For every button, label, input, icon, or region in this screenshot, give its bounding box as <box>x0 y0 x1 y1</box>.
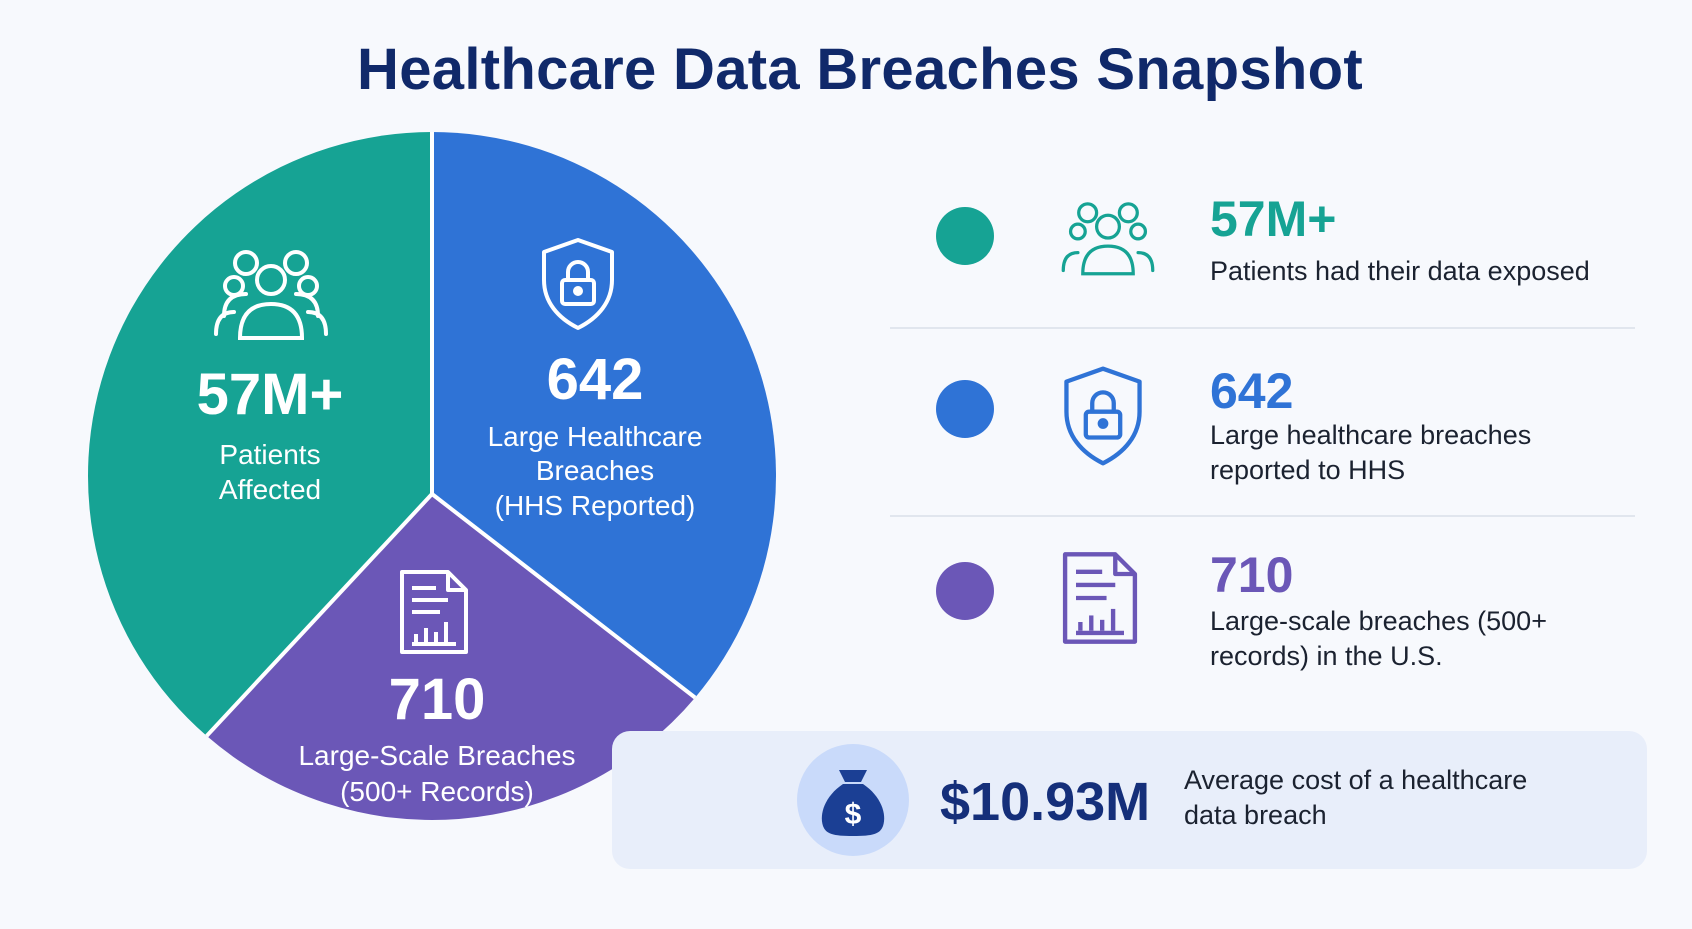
money-bag-icon: $ <box>797 744 909 856</box>
document-chart-icon <box>1060 550 1140 651</box>
divider <box>890 515 1635 517</box>
pie-caption: Large-Scale Breaches (500+ Records) <box>298 739 576 808</box>
pie-caption: Large Healthcare Breaches (HHS Reported) <box>487 420 703 521</box>
pie-label-hhs: 642 Large Healthcare Breaches (HHS Repor… <box>445 348 745 523</box>
stat-value: 710 <box>1210 547 1294 603</box>
stat-description: Patients had their data exposed <box>1210 256 1590 286</box>
stat-row-patients: 57M+ Patients had their data exposed <box>890 190 1635 340</box>
pie-separator <box>205 492 434 738</box>
document-chart-icon <box>398 568 470 661</box>
svg-text:$: $ <box>845 798 862 831</box>
cost-description: Average cost of a healthcare data breach <box>1184 765 1528 831</box>
people-icon <box>1060 198 1156 283</box>
pie-chart <box>88 131 777 820</box>
cost-value: $10.93M <box>940 772 1151 832</box>
people-icon <box>212 246 330 347</box>
pie-value: 710 <box>388 667 486 732</box>
pie-caption: Patients Affected <box>218 438 322 505</box>
stat-value: 642 <box>1210 363 1294 419</box>
stat-description: Large healthcare breaches reported to HH… <box>1210 420 1532 486</box>
shield-lock-icon <box>538 236 618 337</box>
stat-description: Large-scale breaches (500+ records) in t… <box>1210 606 1547 672</box>
divider <box>890 327 1635 329</box>
pie-slice-large-scale <box>206 494 696 820</box>
stat-row-hhs: 642 Large healthcare breaches reported t… <box>890 362 1635 512</box>
pie-slice-hhs-breaches <box>432 132 777 698</box>
shield-lock-icon <box>1060 364 1146 473</box>
pie-value: 57M+ <box>196 362 344 427</box>
legend-dot-teal <box>936 207 994 265</box>
pie-label-patients: 57M+ Patients Affected <box>130 363 410 507</box>
legend-dot-blue <box>936 380 994 438</box>
pie-label-large-scale: 710 Large-Scale Breaches (500+ Records) <box>272 668 602 811</box>
cost-card: $ $10.93M Average cost of a healthcare d… <box>612 731 1647 869</box>
pie-separator <box>430 492 697 700</box>
pie-value: 642 <box>546 347 644 412</box>
stat-row-large-scale: 710 Large-scale breaches (500+ records) … <box>890 546 1635 696</box>
page-title: Healthcare Data Breaches Snapshot <box>357 37 1363 102</box>
stat-value: 57M+ <box>1210 191 1337 247</box>
legend-dot-purple <box>936 562 994 620</box>
